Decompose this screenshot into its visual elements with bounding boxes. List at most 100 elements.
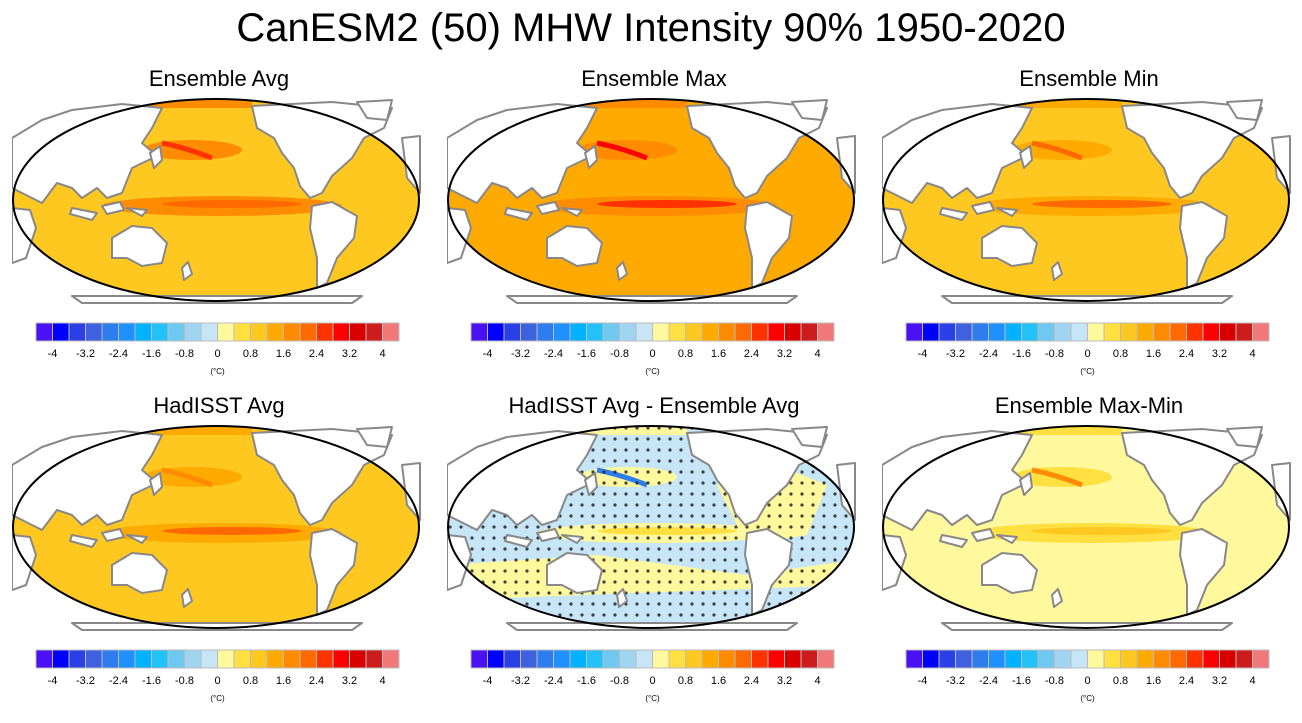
colorbar-swatch xyxy=(85,322,103,342)
colorbar-swatch xyxy=(1136,649,1154,669)
colorbar-tick-label: 2.4 xyxy=(1179,348,1194,360)
colorbar-tick-label: -3.2 xyxy=(76,348,95,360)
colorbar-swatch xyxy=(151,322,169,342)
colorbar-swatch xyxy=(1054,322,1072,342)
map-panel: Ensemble Max-Min -4 -3.2 -2.4 -1.6 -0.8 0 0.8 1… xyxy=(872,393,1302,723)
colorbar-tick-label: -0.8 xyxy=(175,348,194,360)
colorbar-swatch xyxy=(332,649,350,669)
colorbar-tick-label: 0 xyxy=(649,675,655,687)
colorbar-tick-label: 1.6 xyxy=(1146,348,1161,360)
colorbar-swatch xyxy=(1021,322,1039,342)
colorbar-swatch xyxy=(520,322,538,342)
colorbar-swatch xyxy=(299,322,317,342)
colorbar-swatch xyxy=(167,322,185,342)
colorbar-swatch xyxy=(751,649,769,669)
colorbar-tick-label: 0.8 xyxy=(678,675,693,687)
colorbar-swatch xyxy=(365,649,383,669)
world-map xyxy=(12,425,421,631)
colorbar-tick-label: -1.6 xyxy=(142,348,161,360)
colorbar-swatch xyxy=(767,322,785,342)
colorbar-swatch xyxy=(200,649,218,669)
colorbar-units: (°C) xyxy=(210,367,225,376)
colorbar-swatch xyxy=(905,322,923,342)
colorbar-swatch xyxy=(586,649,604,669)
colorbar-swatch xyxy=(701,322,719,342)
colorbar-tick-label: 0.8 xyxy=(1113,348,1128,360)
colorbar-swatch xyxy=(52,649,70,669)
colorbar-swatch xyxy=(734,649,752,669)
colorbar-swatch xyxy=(922,322,940,342)
colorbar-swatch xyxy=(668,322,686,342)
colorbar-swatch xyxy=(349,649,367,669)
panel-title: HadISST Avg xyxy=(153,393,285,418)
colorbar-swatch xyxy=(1169,649,1187,669)
colorbar-swatch xyxy=(1103,649,1121,669)
colorbar-tick-label: -0.8 xyxy=(1045,348,1064,360)
colorbar-swatch xyxy=(751,322,769,342)
colorbar-tick-label: 3.2 xyxy=(342,348,357,360)
colorbar-swatch xyxy=(971,649,989,669)
colorbar-swatch xyxy=(167,649,185,669)
colorbar-units: (°C) xyxy=(645,694,660,703)
map-panel: Ensemble Avg -4 -3.2 -2.4 -1.6 -0.8 0 0.8 1.6 2.… xyxy=(2,66,436,396)
colorbar-swatch xyxy=(1120,649,1138,669)
colorbar-tick-label: 4 xyxy=(814,348,820,360)
colorbar-swatch xyxy=(1235,322,1253,342)
colorbar-swatch xyxy=(266,322,284,342)
colorbar-tick-label: 3.2 xyxy=(342,675,357,687)
world-map xyxy=(447,425,856,631)
colorbar-swatch xyxy=(602,649,620,669)
colorbar-tick-label: 2.4 xyxy=(1179,675,1194,687)
colorbar-swatch xyxy=(1219,649,1237,669)
colorbar-tick-label: 0 xyxy=(214,675,220,687)
panel-title: Ensemble Max xyxy=(581,66,727,91)
map-panel: HadISST Avg -4 -3.2 -2.4 -1.6 -0.8 0 0.8 1.6 2.4… xyxy=(2,393,436,723)
colorbar-tick-label: -2.4 xyxy=(979,348,998,360)
colorbar-swatch xyxy=(101,649,119,669)
world-map xyxy=(447,98,856,304)
colorbar-swatch xyxy=(1169,322,1187,342)
colorbar-tick-label: 0.8 xyxy=(243,348,258,360)
colorbar-swatch xyxy=(619,322,637,342)
world-map xyxy=(12,98,421,304)
colorbar-swatch xyxy=(134,649,152,669)
colorbar-swatch xyxy=(553,322,571,342)
map-panel: Ensemble Min -4 -3.2 -2.4 -1.6 -0.8 0 0.8 1.6 2.… xyxy=(872,66,1302,396)
colorbar-swatch xyxy=(299,649,317,669)
panel-title: Ensemble Max-Min xyxy=(994,393,1184,418)
colorbar-swatch xyxy=(905,649,923,669)
colorbar-swatch xyxy=(332,322,350,342)
colorbar-swatch xyxy=(619,649,637,669)
colorbar-tick-label: 1.6 xyxy=(1146,675,1161,687)
colorbar-tick-label: -3.2 xyxy=(76,675,95,687)
colorbar-swatch xyxy=(569,649,587,669)
colorbar-tick-label: -3.2 xyxy=(511,675,530,687)
colorbar-tick-label: -0.8 xyxy=(175,675,194,687)
colorbar-tick-label: -2.4 xyxy=(544,348,563,360)
colorbar-swatch xyxy=(784,649,802,669)
colorbar-swatch xyxy=(503,649,521,669)
colorbar-swatch xyxy=(217,322,235,342)
colorbar-tick-label: 3.2 xyxy=(777,348,792,360)
colorbar-swatch xyxy=(1070,649,1088,669)
colorbar-swatch xyxy=(955,322,973,342)
colorbar-swatch xyxy=(1153,649,1171,669)
colorbar-swatch xyxy=(817,649,835,669)
colorbar-swatch xyxy=(1004,322,1022,342)
colorbar-swatch xyxy=(767,649,785,669)
colorbar-tick-label: -0.8 xyxy=(610,348,629,360)
colorbar-swatch xyxy=(718,322,736,342)
colorbar-tick-label: 4 xyxy=(1249,348,1255,360)
colorbar-swatch xyxy=(1004,649,1022,669)
colorbar-swatch xyxy=(151,649,169,669)
colorbar-swatch xyxy=(718,649,736,669)
colorbar-swatch xyxy=(922,649,940,669)
colorbar-tick-label: -4 xyxy=(483,675,493,687)
colorbar-swatch xyxy=(487,649,505,669)
colorbar-swatch xyxy=(1087,322,1105,342)
colorbar-tick-label: 0.8 xyxy=(678,348,693,360)
colorbar-swatch xyxy=(1103,322,1121,342)
colorbar-tick-label: -3.2 xyxy=(946,675,965,687)
colorbar-tick-label: 0.8 xyxy=(1113,675,1128,687)
colorbar-swatch xyxy=(1037,649,1055,669)
